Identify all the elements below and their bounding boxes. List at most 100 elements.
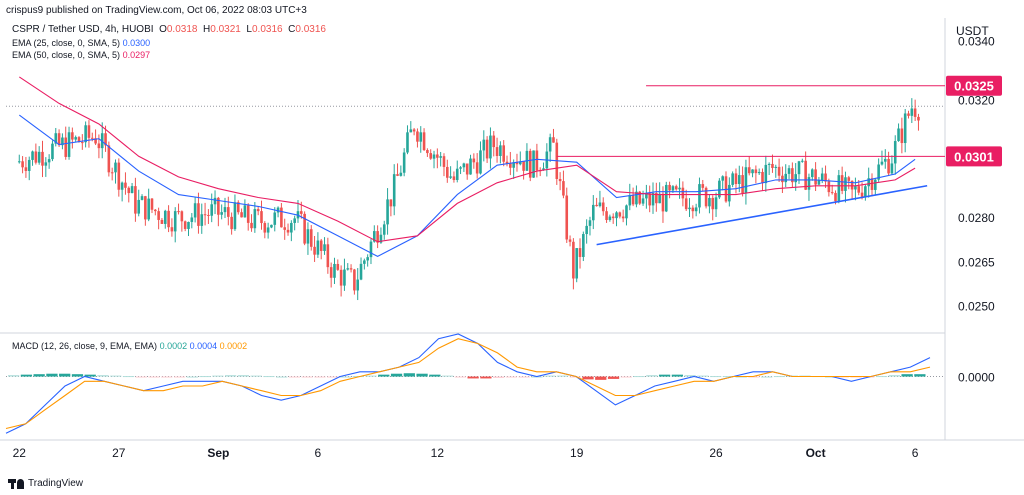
macd-histogram-bar (697, 375, 709, 377)
ohlc-close: C0.0316 (288, 24, 326, 35)
candle-body (107, 145, 111, 173)
candle-body (764, 164, 768, 184)
candle-body (635, 191, 638, 205)
candle-body (558, 179, 562, 182)
macd-histogram-bar (390, 373, 403, 377)
macd-histogram-bar (8, 375, 20, 377)
tradingview-logo-icon (8, 478, 24, 489)
grid (0, 18, 1024, 441)
price-label-text: 0.0301 (954, 149, 994, 164)
candle-body (482, 139, 486, 151)
candle-body (263, 223, 267, 233)
candle-body (406, 132, 409, 153)
candle-body (183, 221, 187, 229)
candle-body (794, 174, 797, 183)
price-candles (17, 98, 920, 301)
candle-body (452, 176, 456, 180)
candle-body (346, 268, 350, 270)
candle-body (701, 184, 705, 188)
candle-body (641, 198, 645, 204)
candle-body (552, 137, 555, 143)
candle-body (860, 192, 864, 197)
candle-body (366, 257, 369, 261)
candle-body (429, 153, 433, 159)
macd-histogram-bar (888, 375, 900, 377)
macd-histogram-bar (620, 376, 632, 378)
candle-body (787, 168, 791, 174)
candle-body (339, 269, 343, 286)
macd-pane (5, 333, 945, 434)
candle-body (910, 108, 914, 116)
macd-histogram-bar (416, 373, 428, 377)
macd-histogram-bar (607, 376, 620, 379)
macd-histogram-bar (378, 374, 390, 377)
candle-body (230, 216, 233, 230)
candle-body (618, 212, 622, 217)
candle-body (27, 159, 31, 171)
candle-body (220, 212, 223, 215)
candle-body (509, 163, 512, 168)
candle-body (280, 207, 283, 228)
ema25-line (18, 114, 916, 258)
candle-body (492, 135, 496, 148)
candle-body (412, 129, 416, 132)
candle-body (761, 171, 764, 184)
candle-body (528, 150, 532, 178)
candle-body (611, 216, 615, 219)
macd-histogram-bar (237, 375, 250, 377)
macd-histogram-bar (276, 376, 288, 378)
candle-body (97, 143, 101, 149)
candle-body (31, 151, 34, 160)
candle-body (71, 132, 74, 140)
macd-histogram-bar (658, 374, 671, 377)
macd-histogram-bar (135, 376, 147, 378)
price-label-box (946, 75, 1002, 96)
x-tick-label: 12 (431, 446, 445, 460)
candle-body (807, 177, 811, 190)
candle-body (416, 131, 419, 142)
macd-histogram-bar (97, 375, 109, 377)
candle-body (17, 161, 21, 163)
candle-body (392, 174, 396, 207)
candle-body (844, 177, 847, 191)
candle-body (731, 173, 734, 185)
support-trendline (596, 184, 928, 246)
candle-body (426, 150, 429, 154)
candle-body (462, 163, 466, 168)
candle-body (820, 173, 824, 181)
candle-body (94, 138, 97, 144)
candle-body (436, 154, 439, 158)
candle-body (897, 128, 900, 142)
candle-body (140, 196, 144, 200)
candle-body (548, 137, 552, 152)
candle-body (117, 162, 121, 190)
legend-ema25: EMA (25, close, 0, SMA, 5) 0.0300 (12, 38, 151, 48)
x-tick-label: 19 (570, 446, 584, 460)
macd-histogram-bar (161, 376, 173, 378)
candle-body (721, 176, 724, 181)
candle-body (681, 187, 685, 199)
candle-body (578, 248, 582, 257)
candle-body (691, 207, 695, 212)
candle-body (754, 169, 758, 174)
candle-body (724, 176, 728, 202)
candle-body (373, 231, 376, 242)
candle-body (781, 175, 784, 183)
macd-histogram-bar (148, 376, 160, 378)
candle-body (688, 207, 691, 210)
candle-body (326, 244, 330, 268)
macd-histogram-bar (569, 376, 581, 378)
candle-body (190, 217, 194, 222)
macd-histogram-bar (46, 373, 58, 377)
candle-body (465, 163, 469, 175)
candle-body (708, 197, 711, 207)
candle-body (207, 214, 210, 216)
macd-histogram-bar (518, 376, 530, 378)
macd-histogram-bar (288, 376, 301, 378)
candle-body (333, 263, 336, 278)
macd-histogram-bar (33, 374, 45, 377)
candle-body (51, 143, 54, 160)
macd-histogram-bar (544, 375, 556, 377)
candle-body (867, 178, 870, 187)
candle-body (913, 108, 917, 117)
